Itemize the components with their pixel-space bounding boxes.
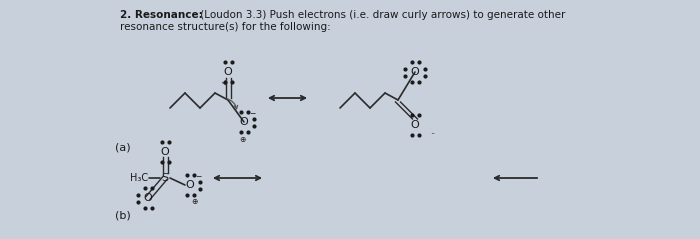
Text: O: O <box>411 67 419 77</box>
Text: (b): (b) <box>115 210 131 220</box>
Text: ⊕: ⊕ <box>239 136 245 145</box>
Text: (Loudon 3.3) Push electrons (i.e. draw curly arrows) to generate other: (Loudon 3.3) Push electrons (i.e. draw c… <box>197 10 566 20</box>
Text: O: O <box>223 67 232 77</box>
Text: O: O <box>411 120 419 130</box>
Text: −: − <box>195 173 201 181</box>
Text: 2. Resonance:: 2. Resonance: <box>120 10 203 20</box>
Text: (a): (a) <box>115 143 131 153</box>
Text: O: O <box>160 147 169 157</box>
Text: −: − <box>248 109 256 119</box>
Text: O: O <box>144 193 153 203</box>
Text: S: S <box>162 173 169 183</box>
Text: H₃C: H₃C <box>130 173 148 183</box>
Text: ⋅⋅: ⋅⋅ <box>430 129 435 137</box>
Text: resonance structure(s) for the following:: resonance structure(s) for the following… <box>120 22 330 32</box>
Text: O: O <box>186 180 195 190</box>
Text: O: O <box>239 117 248 127</box>
Text: ⊕: ⊕ <box>191 197 197 206</box>
